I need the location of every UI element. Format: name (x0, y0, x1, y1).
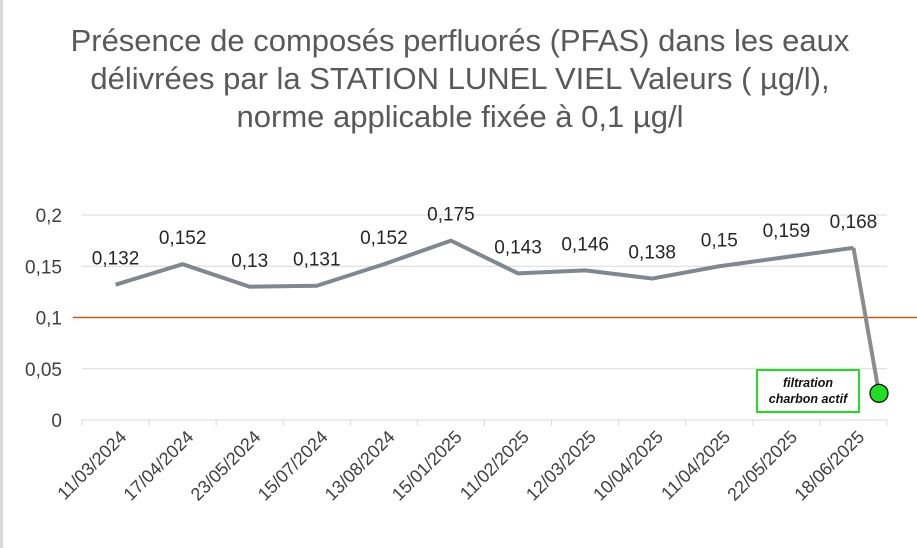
y-tick-label: 0 (51, 411, 62, 432)
data-label: 0,13 (231, 251, 268, 272)
data-label: 0,146 (561, 234, 609, 255)
data-label: 0,138 (628, 243, 676, 264)
chart-title: Présence de composés perfluorés (PFAS) d… (70, 23, 850, 134)
series-line (114, 238, 854, 289)
x-tick-label: 10/04/2025 (589, 427, 667, 505)
x-tick-label: 11/03/2024 (53, 427, 130, 504)
x-tick-label: 18/06/2025 (790, 427, 868, 505)
annotation-line2: charbon actif (768, 392, 848, 406)
y-tick-label: 0,2 (36, 206, 62, 227)
y-tick-label: 0,1 (36, 309, 62, 330)
data-label: 0,15 (701, 230, 738, 251)
annotation-line1: filtration (783, 376, 833, 390)
x-tick-label: 11/04/2025 (657, 427, 734, 504)
data-label: 0,152 (360, 228, 408, 249)
data-label: 0,168 (830, 212, 878, 233)
data-label: 0,159 (763, 221, 811, 242)
x-tick-label: 15/07/2024 (254, 427, 332, 505)
x-tick-label: 17/04/2024 (120, 427, 198, 505)
data-label: 0,131 (293, 250, 341, 271)
x-tick-label: 22/05/2025 (723, 427, 801, 505)
x-tick-label: 12/03/2025 (522, 427, 600, 505)
filtration-drop-line (851, 247, 881, 394)
x-tick-label: 13/08/2024 (321, 427, 399, 505)
x-tick-label: 23/05/2024 (187, 427, 265, 505)
data-label: 0,175 (427, 205, 475, 226)
data-label: 0,143 (494, 237, 542, 258)
data-label: 0,152 (159, 228, 207, 249)
y-tick-label: 0,15 (25, 257, 62, 278)
annotation-box: filtration charbon actif (756, 369, 860, 413)
data-label: 0,132 (92, 249, 140, 270)
x-tick-label: 11/02/2025 (456, 427, 533, 504)
post-filtration-point (869, 383, 889, 403)
y-tick-label: 0,05 (25, 360, 62, 381)
x-tick-label: 15/01/2025 (388, 427, 466, 505)
